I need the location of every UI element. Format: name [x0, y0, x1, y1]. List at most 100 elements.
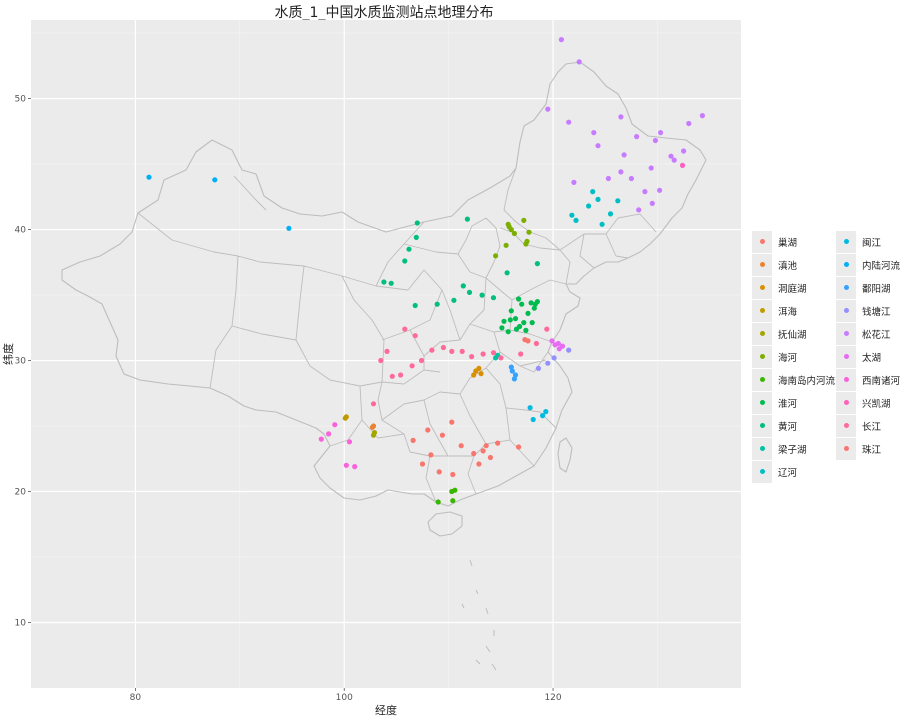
station-point: [523, 241, 529, 247]
legend-label: 辽河: [778, 467, 798, 479]
station-point: [556, 346, 562, 352]
legend-key: [836, 414, 856, 437]
station-point: [516, 296, 522, 302]
station-point: [476, 461, 482, 467]
station-point: [412, 333, 418, 339]
station-point: [526, 229, 532, 235]
station-point: [534, 299, 541, 305]
station-point: [652, 137, 659, 144]
station-point: [381, 279, 387, 285]
station-point: [343, 462, 349, 468]
legend-key: [752, 230, 772, 253]
legend-dot: [843, 239, 849, 244]
station-point: [370, 401, 377, 407]
legend-label: 闽江: [862, 237, 882, 249]
y-tick-label: 40: [15, 226, 27, 236]
legend-item: 珠江: [836, 437, 905, 460]
legend-label: 内陆河流: [862, 260, 901, 272]
legend-label: 西南诸河: [862, 375, 901, 387]
station-point: [530, 416, 536, 423]
legend-dot: [843, 377, 849, 382]
legend-item: 巢湖: [752, 230, 836, 253]
station-point: [370, 423, 377, 429]
station-point: [498, 355, 504, 361]
legend-key: [752, 368, 772, 391]
legend-label: 淮河: [778, 398, 798, 410]
station-point: [435, 499, 441, 505]
station-point: [428, 452, 434, 458]
station-point: [493, 253, 499, 259]
station-point: [483, 443, 489, 449]
legend-item: 淮河: [752, 391, 836, 414]
legend-item: 洞庭湖: [752, 276, 836, 299]
legend-label: 钱塘江: [862, 306, 891, 318]
legend-dot: [759, 446, 765, 451]
station-point: [545, 360, 551, 366]
south-sea-islands: [461, 559, 497, 671]
station-point: [388, 280, 394, 286]
station-point: [525, 310, 531, 316]
station-point: [503, 242, 509, 248]
station-point: [523, 327, 529, 333]
station-point: [505, 329, 511, 335]
legend-dot: [759, 308, 765, 313]
station-point: [521, 217, 527, 223]
legend-dot: [759, 400, 765, 405]
station-point: [501, 318, 507, 324]
legend-key: [836, 345, 856, 368]
station-point: [452, 487, 458, 493]
station-point: [439, 432, 445, 438]
station-point: [352, 464, 358, 470]
legend-key: [836, 322, 856, 345]
station-point: [681, 148, 687, 154]
station-points: [146, 37, 706, 505]
legend-label: 黄河: [778, 421, 798, 433]
station-point: [511, 230, 517, 237]
station-point: [607, 211, 614, 217]
station-point: [679, 162, 686, 168]
station-point: [212, 177, 218, 183]
legend-item: 海河: [752, 345, 836, 368]
station-point: [495, 440, 501, 446]
legend-dot: [843, 446, 849, 451]
station-point: [450, 498, 456, 504]
station-point: [378, 357, 384, 364]
y-tick-label: 20: [15, 488, 27, 498]
station-point: [410, 437, 416, 443]
gridlines: [31, 20, 741, 688]
station-point: [576, 59, 582, 65]
station-point: [615, 198, 621, 204]
station-point: [545, 106, 551, 112]
legend-item: 梁子湖: [752, 437, 836, 460]
station-point: [628, 175, 635, 182]
station-point: [451, 297, 457, 303]
station-point: [573, 217, 579, 223]
station-point: [419, 461, 426, 467]
station-point: [525, 338, 531, 344]
legend-dot: [759, 377, 765, 382]
station-point: [599, 221, 605, 227]
plot-title: 水质_1_中国水质监测站点地理分布: [274, 5, 494, 21]
legend-key: [836, 391, 856, 414]
station-point: [648, 165, 654, 171]
station-point: [519, 301, 525, 307]
hainan-island: [427, 511, 463, 537]
station-point: [406, 246, 412, 252]
station-point: [469, 354, 475, 360]
station-point: [342, 415, 348, 421]
legend-label: 鄱阳湖: [862, 283, 891, 295]
legend-key: [836, 437, 856, 460]
station-point: [389, 373, 395, 379]
legend-dot: [843, 308, 849, 313]
station-point: [286, 225, 292, 231]
station-point: [346, 439, 353, 445]
station-point: [551, 355, 557, 361]
station-point: [668, 153, 674, 159]
legend-label: 滇池: [778, 260, 798, 272]
station-point: [418, 357, 425, 364]
station-point: [531, 305, 537, 311]
station-point: [332, 422, 338, 428]
station-point: [509, 368, 515, 374]
station-point: [533, 340, 540, 347]
station-point: [521, 320, 527, 326]
